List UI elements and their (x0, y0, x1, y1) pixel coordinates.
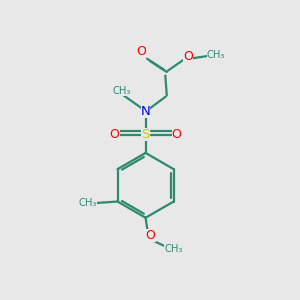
Text: CH₃: CH₃ (112, 85, 130, 95)
Text: O: O (146, 229, 155, 242)
Text: CH₃: CH₃ (79, 198, 97, 208)
Text: N: N (141, 105, 151, 118)
Text: CH₃: CH₃ (207, 50, 225, 61)
Text: O: O (136, 45, 146, 58)
Text: O: O (172, 128, 182, 141)
Text: O: O (110, 128, 120, 141)
Text: O: O (183, 50, 193, 64)
Text: S: S (141, 128, 150, 141)
Text: CH₃: CH₃ (164, 244, 182, 254)
